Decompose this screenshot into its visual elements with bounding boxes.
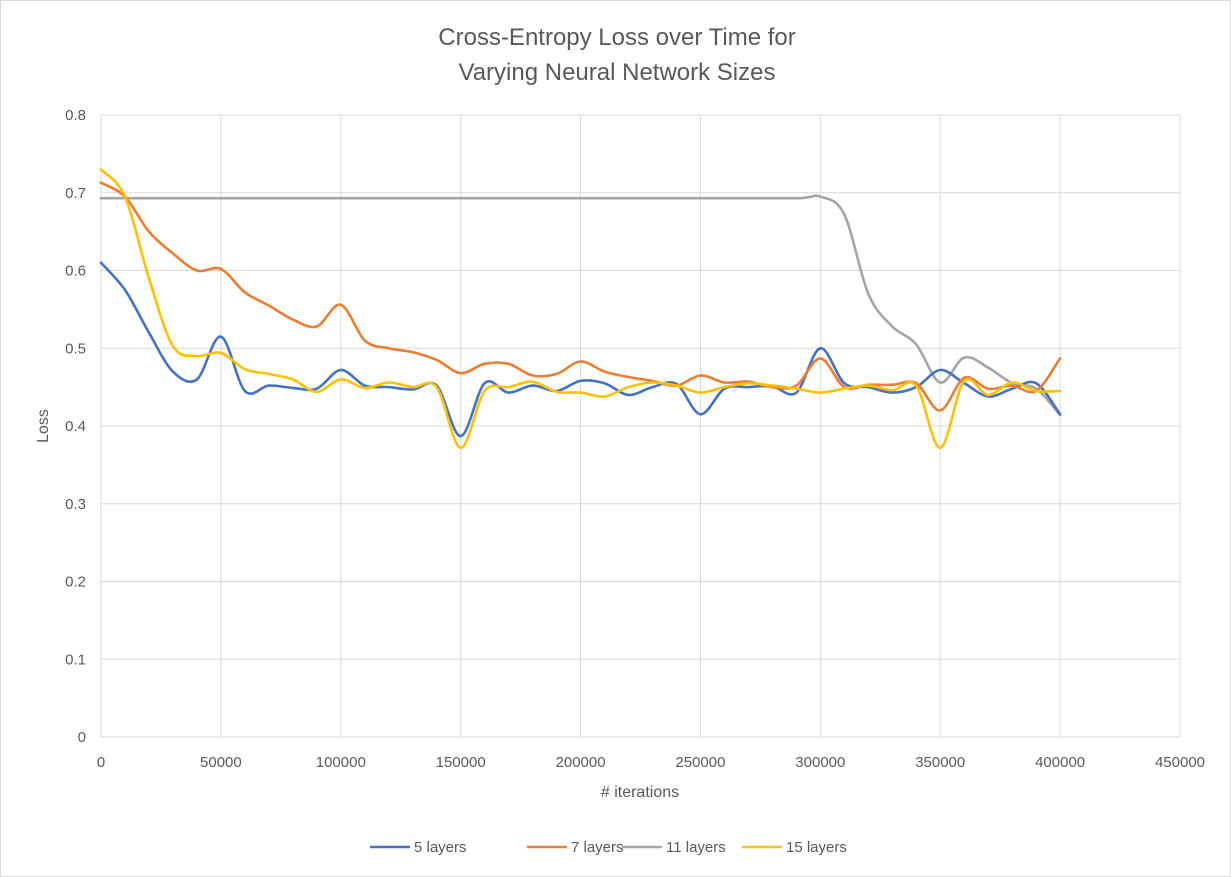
y-tick-label: 0.6: [65, 263, 86, 280]
x-tick-label: 100000: [316, 754, 366, 771]
legend-label-7-layers: 7 layers: [571, 839, 624, 856]
x-tick-label: 350000: [915, 754, 965, 771]
x-tick-label: 50000: [200, 754, 242, 771]
x-tick-label: 300000: [795, 754, 845, 771]
x-tick-label: 0: [97, 754, 105, 771]
series-line-11-layers: [99, 194, 1062, 417]
y-tick-label: 0: [78, 729, 86, 746]
gridlines: [100, 114, 1181, 738]
x-tick-label: 400000: [1035, 754, 1085, 771]
x-tick-label: 450000: [1155, 754, 1205, 771]
y-tick-label: 0.1: [65, 651, 86, 668]
y-tick-label: 0.8: [65, 107, 86, 124]
series-line-15-layers: [99, 168, 1062, 450]
chart-title-line-1: Cross-Entropy Loss over Time for: [438, 24, 795, 51]
series-line-7-layers: [99, 181, 1062, 412]
legend-label-15-layers: 15 layers: [786, 839, 847, 856]
x-tick-label: 150000: [436, 754, 486, 771]
x-tick-label: 250000: [675, 754, 725, 771]
x-axis-ticks: 0 50000 100000 150000 200000 250000 300000 3500…: [97, 754, 1205, 771]
y-tick-label: 0.3: [65, 496, 86, 513]
y-tick-label: 0.2: [65, 574, 86, 591]
chart-title-line-2: Varying Neural Network Sizes: [458, 59, 775, 86]
series-line-5-layers: [99, 261, 1062, 438]
x-axis-label: # iterations: [601, 784, 679, 801]
legend: 5 layers 7 layers 11 layers 15 layers: [370, 839, 847, 856]
y-tick-label: 0.7: [65, 185, 86, 202]
legend-label-5-layers: 5 layers: [414, 839, 467, 856]
y-axis-label: Loss: [35, 409, 52, 443]
y-axis-ticks: 0 0.1 0.2 0.3 0.4 0.5 0.6 0.7 0.8: [65, 107, 86, 746]
x-tick-label: 200000: [556, 754, 606, 771]
series-lines: [99, 168, 1062, 450]
legend-label-11-layers: 11 layers: [666, 839, 726, 856]
y-tick-label: 0.4: [65, 418, 86, 435]
y-tick-label: 0.5: [65, 340, 86, 357]
